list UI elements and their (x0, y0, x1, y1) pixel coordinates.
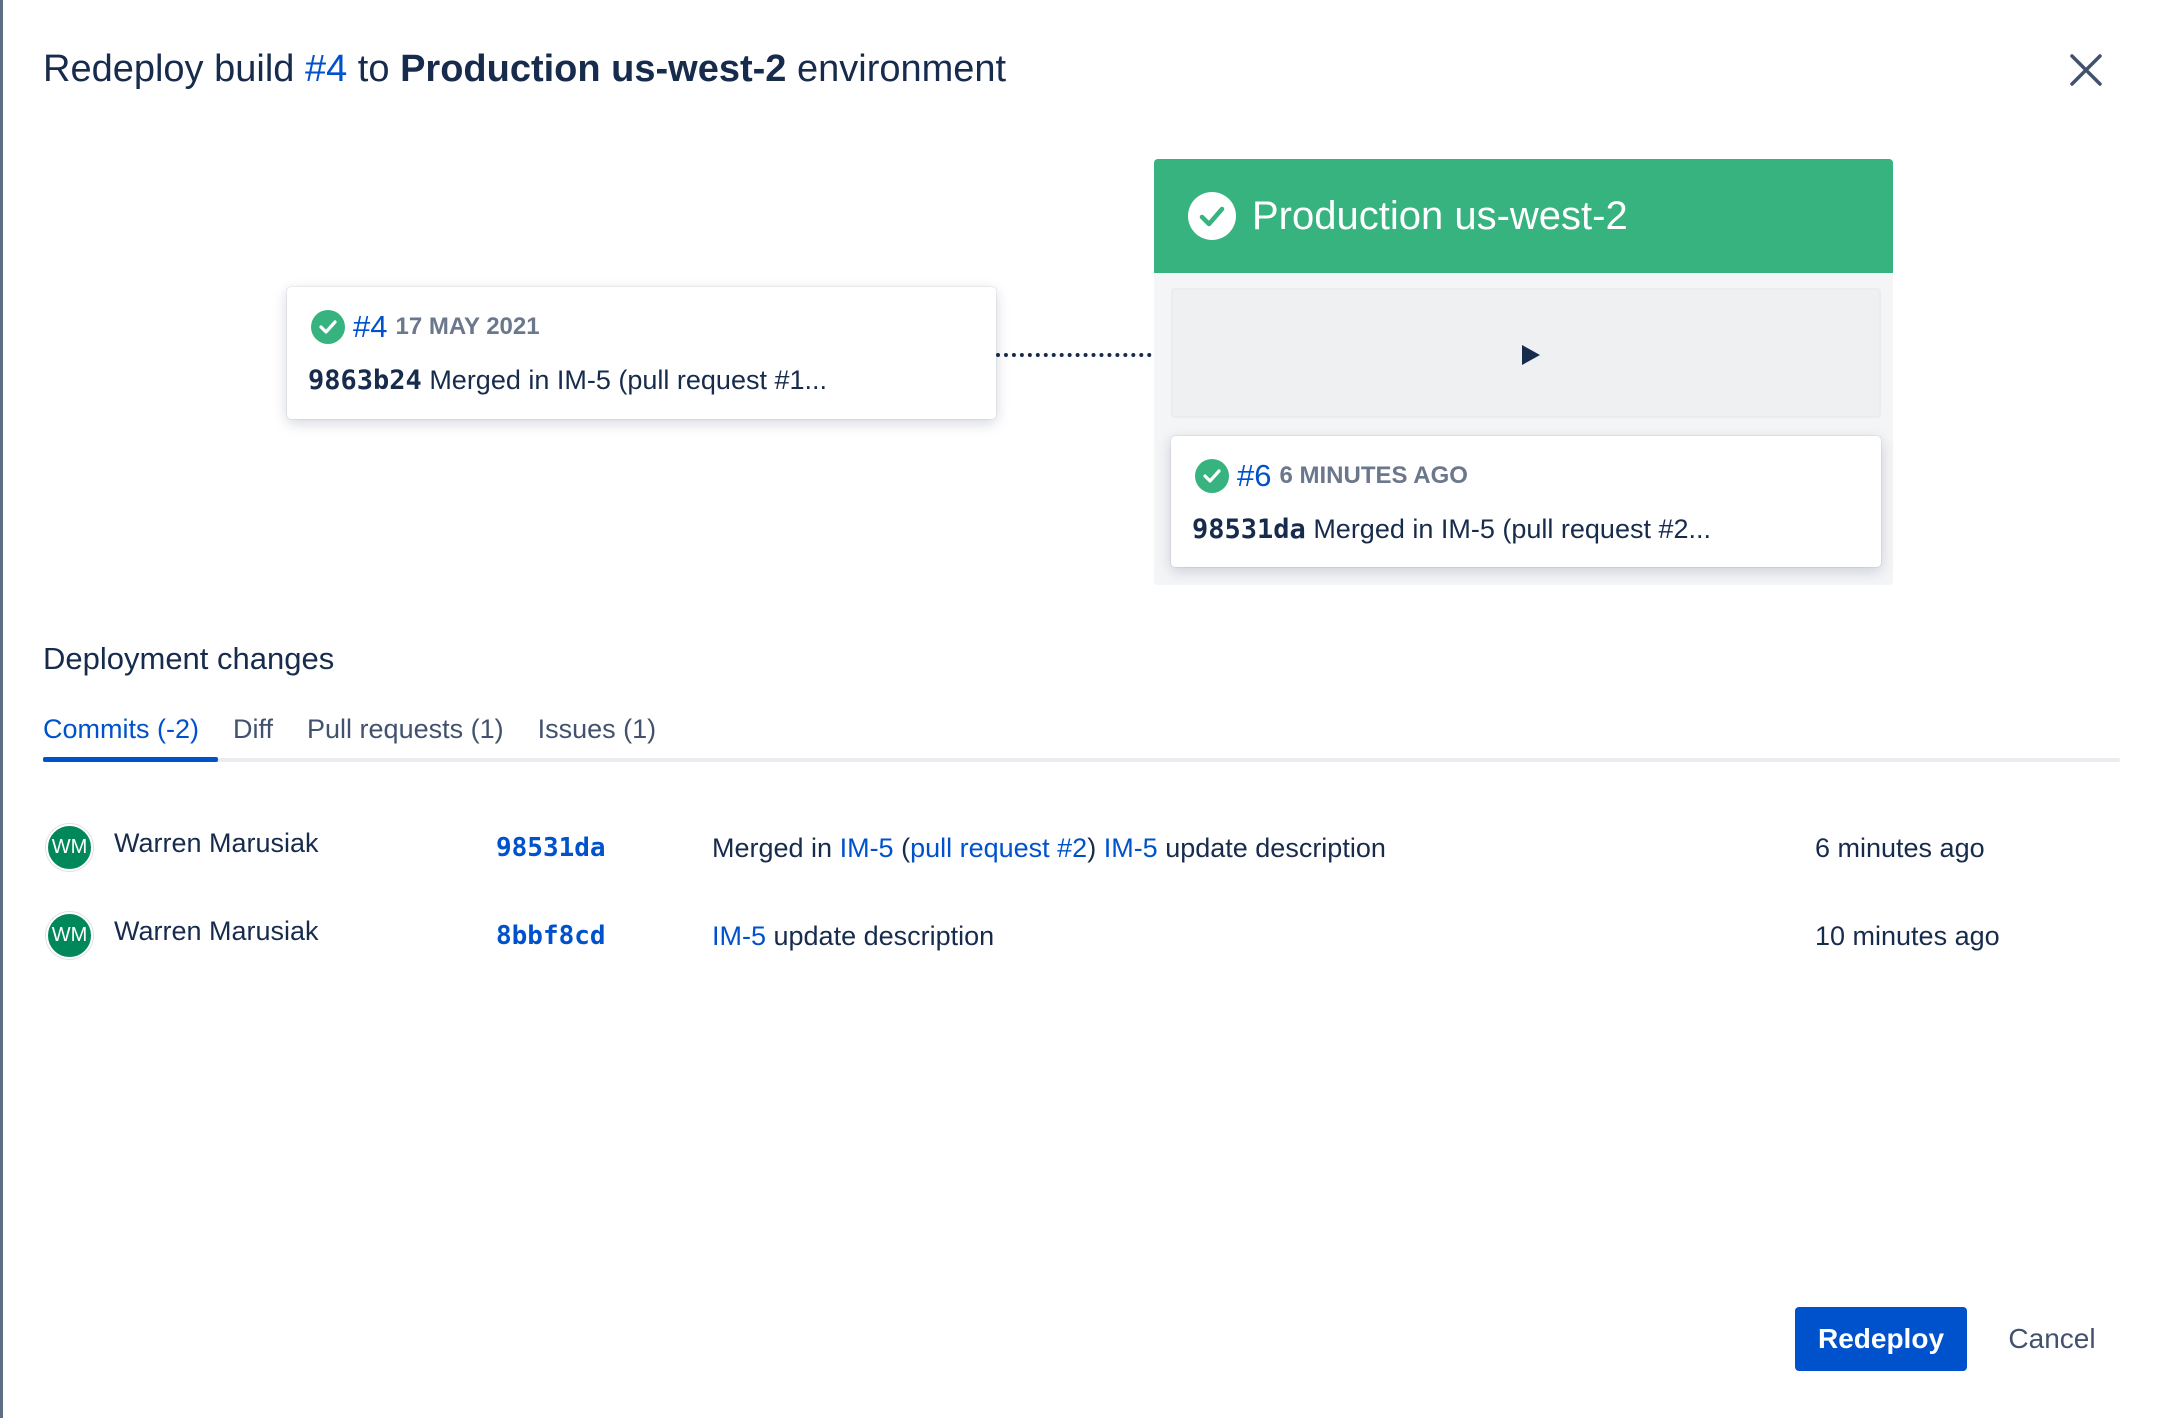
success-check-icon (1188, 192, 1236, 240)
build-number-link[interactable]: #4 (353, 309, 388, 344)
commit-time: 10 minutes ago (1815, 921, 2000, 951)
avatar: WM (46, 824, 93, 871)
issue-link[interactable]: IM-5 (712, 921, 766, 951)
commit-message: Merged in IM-5 (pull request #2... (1313, 514, 1711, 544)
tab-diff[interactable]: Diff (233, 714, 274, 744)
message-text: update description (1157, 833, 1386, 863)
commit-hash: 9863b24 (308, 365, 422, 396)
close-button[interactable] (2066, 50, 2106, 90)
changes-tabs: Commits (-2) Diff Pull requests (1) Issu… (43, 714, 656, 745)
tab-issues[interactable]: Issues (1) (537, 714, 657, 744)
commit-hash: 98531da (1192, 514, 1306, 545)
title-text: environment (786, 48, 1007, 90)
section-heading: Deployment changes (43, 641, 335, 676)
close-icon (2070, 54, 2102, 86)
title-text: to (347, 48, 401, 90)
backdrop-edge (0, 0, 3, 1418)
commit-row: WM Warren Marusiak 98531da Merged in IM-… (0, 818, 2162, 878)
author-name: Warren Marusiak (114, 828, 319, 858)
commit-message: IM-5 update description (712, 921, 994, 952)
message-text: ) (1087, 833, 1104, 863)
issue-link[interactable]: IM-5 (1103, 833, 1158, 863)
tab-pull-requests[interactable]: Pull requests (1) (307, 714, 504, 744)
source-build-card[interactable]: #4 17 May 2021 9863b24 Merged in IM-5 (p… (287, 287, 996, 419)
commit-time: 6 minutes ago (1815, 833, 1985, 863)
commit-message: Merged in IM-5 (pull request #2) IM-5 up… (712, 833, 1386, 864)
active-tab-indicator (43, 757, 218, 762)
environment-header: Production us-west-2 (1154, 159, 1893, 273)
success-check-icon (1195, 459, 1229, 493)
arrow-head-icon (1522, 345, 1540, 365)
build-link[interactable]: #4 (304, 48, 348, 90)
environment-name: Production us-west-2 (400, 48, 787, 90)
tab-commits[interactable]: Commits (-2) (43, 714, 199, 744)
pull-request-link[interactable]: pull request #2 (910, 833, 1088, 863)
success-check-icon (311, 310, 345, 344)
commit-row: WM Warren Marusiak 8bbf8cd IM-5 update d… (0, 906, 2162, 966)
tab-divider (43, 758, 2120, 762)
title-text: Redeploy build (43, 48, 305, 90)
redeploy-button[interactable]: Redeploy (1795, 1307, 1967, 1371)
message-text: update description (766, 921, 995, 951)
message-text: ( (893, 833, 911, 863)
environment-title: Production us-west-2 (1252, 193, 1628, 238)
message-text: Merged in (712, 833, 840, 863)
commit-message: Merged in IM-5 (pull request #1... (429, 365, 827, 395)
commit-hash-link[interactable]: 98531da (496, 833, 606, 863)
environment-panel: Production us-west-2 #6 6 minutes ago 98… (1154, 159, 1893, 585)
build-number-link[interactable]: #6 (1237, 458, 1272, 493)
commit-hash-link[interactable]: 8bbf8cd (496, 921, 606, 951)
avatar: WM (46, 912, 93, 959)
build-time: 6 minutes ago (1279, 462, 1468, 489)
issue-link[interactable]: IM-5 (839, 833, 894, 863)
dialog-title: Redeploy build #4 to Production us-west-… (43, 48, 1006, 91)
current-build-card[interactable]: #6 6 minutes ago 98531da Merged in IM-5 … (1171, 436, 1881, 567)
build-date: 17 May 2021 (395, 313, 540, 340)
author-name: Warren Marusiak (114, 916, 319, 946)
cancel-button[interactable]: Cancel (2008, 1323, 2096, 1354)
